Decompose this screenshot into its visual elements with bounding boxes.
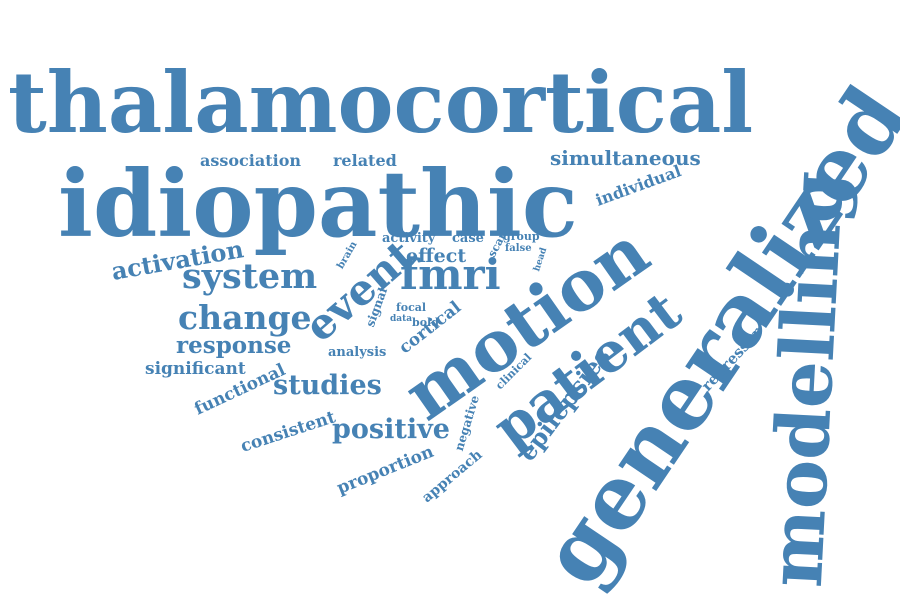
word-effect: effect <box>406 244 467 267</box>
word-false: false <box>505 243 532 254</box>
word-system: system <box>182 256 318 297</box>
word-group: group <box>503 230 540 244</box>
word-proportion: proportion <box>334 442 437 500</box>
word-consistent: consistent <box>238 407 339 458</box>
word-individual: individual <box>592 161 684 210</box>
word-thalamocortical: thalamocortical <box>8 52 754 152</box>
word-response: response <box>176 331 292 359</box>
word-activity: activity <box>382 230 436 246</box>
word-simultaneous: simultaneous <box>550 146 701 170</box>
word-association: association <box>200 151 302 171</box>
word-focal: focal <box>396 301 427 315</box>
word-data: data <box>390 313 413 324</box>
word-bold: bold <box>412 316 439 330</box>
word-studies: studies <box>273 370 382 402</box>
word-significant: significant <box>145 359 246 380</box>
word-change: change <box>178 297 312 337</box>
word-idiopathic: idiopathic <box>58 150 578 259</box>
word-positive: positive <box>332 414 450 446</box>
word-fmri: fmri <box>400 250 501 300</box>
word-case: case <box>452 230 484 246</box>
word-related: related <box>333 151 397 171</box>
word-analysis: analysis <box>328 344 387 360</box>
word-modelling: modelling <box>752 168 861 590</box>
